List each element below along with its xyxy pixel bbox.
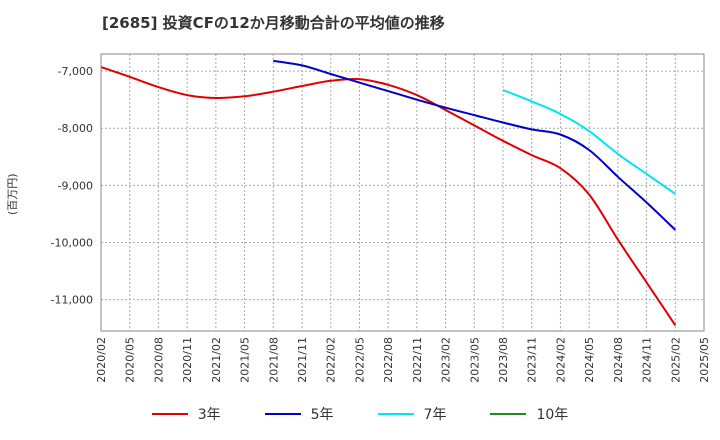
x-tick-label: 2020/02 — [95, 337, 108, 383]
x-tick-label: 2021/11 — [296, 337, 309, 383]
legend-label: 7年 — [423, 407, 447, 423]
legend-item: 10年 — [490, 404, 568, 424]
legend: 3年 5年 7年 10年 — [0, 404, 720, 424]
series-line-7年 — [502, 89, 676, 195]
x-tick-label: 2022/05 — [353, 337, 366, 383]
y-tick-label: -9,000 — [58, 179, 93, 192]
legend-item: 3年 — [151, 404, 221, 424]
y-tick-label: -7,000 — [58, 65, 93, 78]
legend-item: 7年 — [377, 404, 447, 424]
x-tick-label: 2021/05 — [239, 337, 252, 383]
legend-item: 5年 — [264, 404, 334, 424]
x-tick-label: 2024/02 — [554, 337, 567, 383]
x-tick-label: 2024/11 — [641, 337, 654, 383]
chart-title: [2685] 投資CFの12か月移動合計の平均値の推移 — [102, 14, 445, 32]
legend-label: 3年 — [197, 407, 221, 423]
y-tick-label: -8,000 — [58, 122, 93, 135]
x-tick-label: 2021/08 — [267, 337, 280, 383]
y-tick-label: -10,000 — [51, 236, 93, 249]
x-tick-label: 2023/05 — [468, 337, 481, 383]
x-tick-label: 2020/08 — [152, 337, 165, 383]
x-tick-label: 2025/05 — [698, 337, 711, 383]
legend-label: 10年 — [536, 407, 569, 423]
series-line-3年 — [100, 66, 677, 326]
x-tick-label: 2023/11 — [526, 337, 539, 383]
gridlines — [100, 54, 705, 331]
x-tick-label: 2020/05 — [124, 337, 137, 383]
legend-swatch — [377, 413, 414, 415]
legend-swatch — [264, 413, 301, 415]
legend-swatch — [490, 413, 527, 415]
y-tick-label: -11,000 — [51, 294, 93, 307]
x-tick-label: 2022/02 — [325, 337, 338, 383]
legend-label: 5年 — [310, 407, 334, 423]
x-tick-label: 2023/08 — [497, 337, 510, 383]
x-tick-label: 2023/02 — [440, 337, 453, 383]
x-tick-label: 2024/08 — [612, 337, 625, 383]
x-tick-label: 2021/02 — [210, 337, 223, 383]
x-tick-label: 2025/02 — [669, 337, 682, 383]
x-tick-labels: 2020/02 2020/05 2020/08 2020/11 2021/02 2021/… — [95, 337, 711, 383]
series-lines — [100, 59, 677, 326]
legend-swatch — [151, 413, 188, 415]
x-tick-label: 2024/05 — [583, 337, 596, 383]
x-tick-label: 2020/11 — [181, 337, 194, 383]
x-tick-label: 2022/11 — [411, 337, 424, 383]
series-line-5年 — [273, 59, 676, 231]
plot-border — [100, 53, 705, 332]
x-tick-label: 2022/08 — [382, 337, 395, 383]
y-tick-labels: -7,000 -8,000 -9,000 -10,000 -11,000 — [51, 65, 93, 306]
